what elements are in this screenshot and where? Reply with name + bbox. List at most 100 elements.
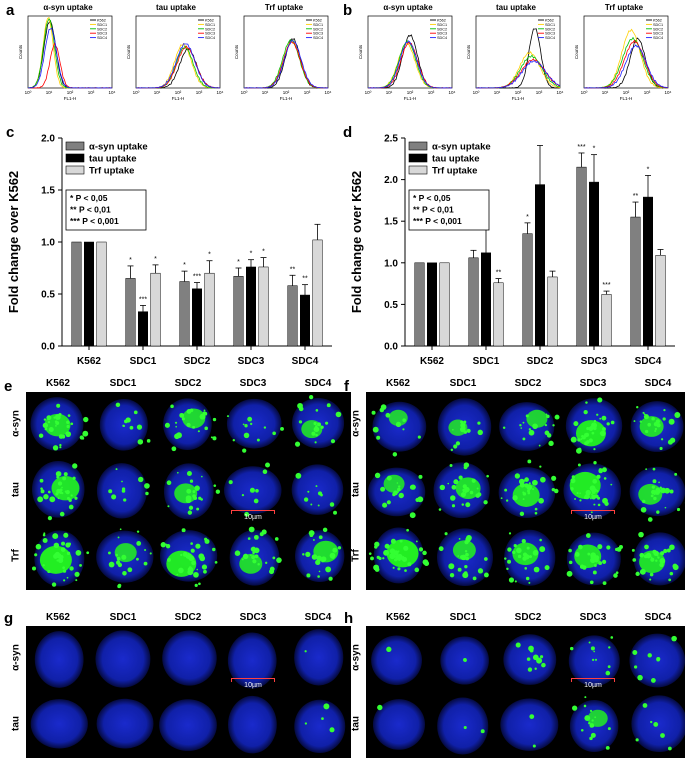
green-dot	[371, 410, 376, 415]
green-dot	[43, 494, 49, 500]
green-dot	[40, 487, 43, 490]
flow-legend-label: SDC3	[545, 32, 555, 36]
green-dot	[529, 714, 535, 719]
green-dot	[613, 573, 618, 578]
significance-marker: *	[593, 146, 596, 153]
green-dot	[138, 476, 144, 483]
stats-line: *** P < 0,001	[70, 216, 119, 226]
green-dot	[635, 738, 639, 742]
green-dot	[66, 576, 69, 579]
green-dot	[570, 436, 577, 443]
green-dot	[639, 552, 645, 558]
flow-curve-sdc4	[367, 40, 453, 89]
green-dot	[664, 506, 667, 509]
flow-histogram-title: Trf uptake	[264, 3, 304, 12]
green-dot	[540, 476, 546, 483]
green-dot	[643, 554, 648, 559]
flow-ylabel: Counts	[126, 44, 131, 59]
green-dot	[512, 495, 518, 501]
green-dot	[193, 571, 199, 578]
green-dot	[247, 416, 253, 422]
micro-image-cell	[431, 524, 496, 590]
green-dot	[594, 557, 599, 563]
green-uptake-cluster	[526, 409, 548, 428]
green-dot	[585, 440, 590, 444]
flow-legend-label: SDC3	[205, 32, 215, 36]
flow-histogram-title: tau uptake	[155, 3, 196, 12]
flow-legend-label: SDC2	[97, 27, 107, 31]
flow-legend-label: K562	[205, 19, 214, 23]
green-dot	[522, 498, 525, 501]
legend-swatch	[408, 165, 428, 175]
green-dot	[570, 478, 576, 484]
green-dot	[59, 559, 63, 562]
green-dot	[317, 575, 320, 578]
x-tick-label: SDC2	[184, 356, 211, 367]
green-dot	[515, 642, 521, 648]
green-dot	[325, 566, 332, 573]
flow-plot-frame	[243, 15, 329, 89]
green-dot	[390, 538, 396, 544]
green-dot	[458, 475, 463, 480]
green-dot	[294, 441, 301, 447]
green-dot	[379, 407, 385, 413]
green-dot	[539, 465, 542, 468]
micro-column-label: K562	[46, 378, 70, 389]
flow-legend-label: SDC4	[313, 36, 323, 40]
green-dot	[189, 479, 194, 483]
green-dot	[65, 431, 72, 438]
green-dot	[198, 553, 205, 560]
green-dot	[304, 722, 308, 725]
green-dot	[587, 552, 591, 556]
micro-image-cell	[26, 458, 91, 524]
green-dot	[568, 560, 573, 565]
panel-letter-d: d	[343, 124, 353, 141]
green-dot	[247, 537, 251, 540]
green-dot	[382, 502, 388, 508]
panel-letter-g: g	[4, 610, 14, 627]
green-dot	[576, 492, 579, 495]
green-dot	[121, 489, 126, 493]
scale-bar-label: 10µm	[584, 682, 602, 689]
green-dot	[212, 436, 217, 441]
green-dot	[597, 544, 603, 550]
flow-histogram-title: α-syn uptake	[43, 3, 93, 12]
flow-curve-sdc4	[135, 43, 221, 89]
flow-xtick: 10³	[644, 90, 651, 95]
green-dot	[415, 540, 418, 543]
green-dot	[59, 446, 62, 449]
green-dot	[639, 568, 646, 575]
green-dot	[47, 490, 51, 494]
green-dot	[135, 557, 139, 561]
green-dot	[115, 553, 119, 557]
green-dot	[193, 496, 198, 501]
green-dot	[199, 413, 206, 420]
green-dot	[318, 535, 323, 540]
green-dot	[67, 414, 71, 417]
green-dot	[417, 435, 421, 439]
green-dot	[250, 422, 253, 426]
green-dot	[522, 421, 525, 424]
green-dot	[402, 418, 406, 422]
green-dot	[399, 539, 403, 543]
flow-legend-label: SDC4	[653, 36, 663, 40]
green-dot	[392, 452, 398, 457]
green-dot	[185, 497, 192, 504]
green-dot	[450, 495, 456, 501]
bar	[84, 241, 94, 347]
green-dot	[539, 546, 546, 553]
flow-xtick: 10¹	[46, 90, 53, 95]
green-dot	[589, 736, 593, 741]
green-dot	[615, 571, 619, 575]
micro-image-cell	[91, 524, 156, 590]
flow-legend-label: SDC4	[545, 36, 555, 40]
x-tick-label: SDC3	[581, 356, 608, 367]
micro-column-label: SDC4	[644, 612, 672, 623]
green-dot	[395, 554, 401, 560]
green-dot	[463, 658, 467, 662]
x-tick-label: K562	[420, 356, 444, 367]
bar	[246, 266, 256, 347]
green-dot	[654, 427, 658, 431]
flow-histogram-title: tau uptake	[495, 3, 536, 12]
green-dot	[115, 560, 121, 565]
